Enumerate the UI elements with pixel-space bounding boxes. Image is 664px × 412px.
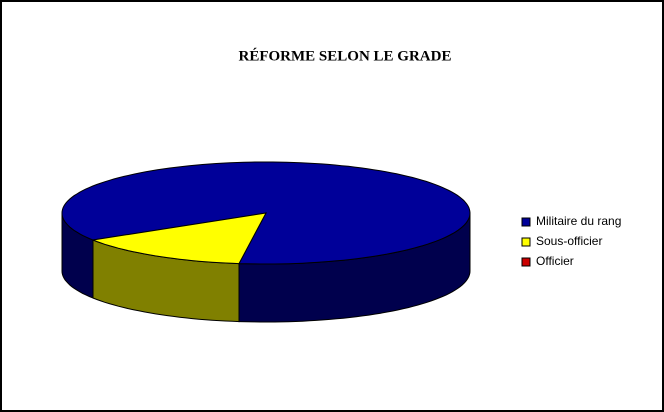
legend-swatch (521, 257, 531, 267)
pie-slice (91, 212, 267, 265)
legend-label: Militaire du rang (536, 214, 621, 228)
legend-swatch (521, 237, 531, 247)
chart-title: RÉFORME SELON LE GRADE (239, 47, 452, 64)
legend-label: Sous-officier (536, 234, 602, 248)
legend-label: Officier (536, 254, 574, 268)
legend-swatch (521, 217, 531, 227)
